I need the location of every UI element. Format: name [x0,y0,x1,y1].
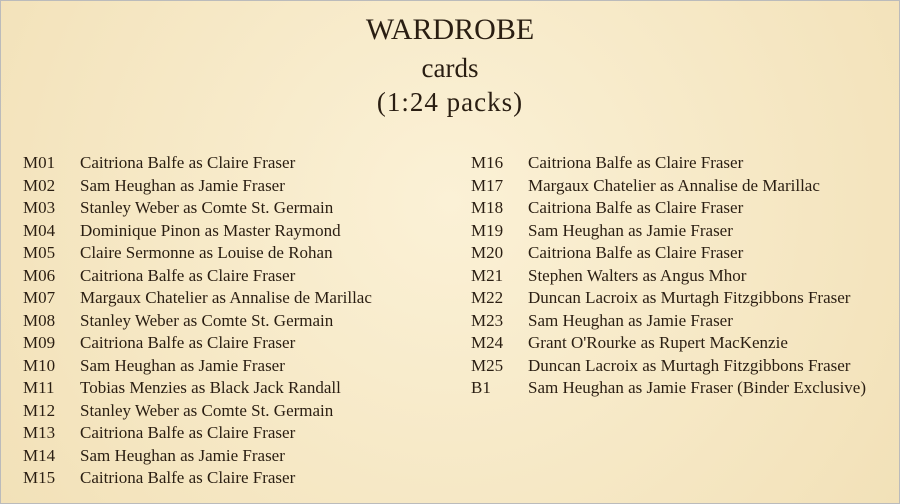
card-name: Margaux Chatelier as Annalise de Marilla… [528,175,820,195]
card-name: Caitriona Balfe as Claire Fraser [80,333,296,352]
card-name: Caitriona Balfe as Claire Fraser [528,153,744,172]
card-row: M12 Stanley Weber as Comte St. Germain [23,401,372,424]
card-name: Caitriona Balfe as Claire Fraser [80,265,296,285]
card-row: M09 Caitriona Balfe as Claire Fraser [23,333,372,356]
card-code: M25 [471,355,504,375]
card-name: Claire Sermonne as Louise de Rohan [80,243,333,262]
card-name: Sam Heughan as Jamie Fraser [80,175,285,195]
card-code: M13 [23,423,56,442]
card-code: M22 [471,288,504,307]
card-code: M24 [471,333,504,352]
card-name: Stanley Weber as Comte St. Germain [80,198,334,217]
card-code: M07 [23,288,56,307]
card-code: B1 [471,378,491,397]
card-name: Duncan Lacroix as Murtagh Fitzgibbons Fr… [528,288,851,307]
card-name: Caitriona Balfe as Claire Fraser [80,468,296,487]
card-row: M18 Caitriona Balfe as Claire Fraser [471,198,866,221]
card-row: M11 Tobias Menzies as Black Jack Randall [23,378,372,401]
title: WARDROBE [365,13,535,46]
card-name: Tobias Menzies as Black Jack Randall [80,378,341,397]
card-name: Stanley Weber as Comte St. Germain [80,310,334,330]
card-row: M14 Sam Heughan as Jamie Fraser [23,446,372,469]
card-row: M13 Caitriona Balfe as Claire Fraser [23,423,372,446]
card-row: M04 Dominique Pinon as Master Raymond [23,221,372,244]
subtitle: cards [421,53,479,83]
card-code: M08 [23,310,56,330]
card-name: Sam Heughan as Jamie Fraser (Binder Excl… [528,378,867,397]
card-code: M11 [23,378,55,397]
card-name: Caitriona Balfe as Claire Fraser [80,153,296,172]
card-row: M05 Claire Sermonne as Louise de Rohan [23,243,372,266]
card-code: M12 [23,400,56,420]
card-name: Stephen Walters as Angus Mhor [528,265,747,285]
card-row: M07 Margaux Chatelier as Annalise de Mari… [23,288,372,311]
card-name: Sam Heughan as Jamie Fraser [528,310,733,330]
card-row: M20 Caitriona Balfe as Claire Fraser [471,243,866,266]
card-code: M02 [23,175,56,195]
card-code: M17 [471,175,504,195]
card-row: M06 Caitriona Balfe as Claire Fraser [23,266,372,289]
card-code: M10 [23,355,56,375]
card-name: Dominique Pinon as Master Raymond [80,220,341,240]
card-row: M08 Stanley Weber as Comte St. Germain [23,311,372,334]
card-row: B1 Sam Heughan as Jamie Fraser (Binder Ex… [471,378,866,401]
card-code: M23 [471,310,504,330]
left-column: M01 Caitriona Balfe as Claire Fraser M02 Sa… [23,153,372,491]
odds: (1:24 packs) [376,87,524,117]
card-code: M15 [23,468,56,487]
card-code: M18 [471,198,504,217]
card-row: M19 Sam Heughan as Jamie Fraser [471,221,866,244]
card-row: M03 Stanley Weber as Comte St. Germain [23,198,372,221]
card-code: M19 [471,220,504,240]
card-row: M23 Sam Heughan as Jamie Fraser [471,311,866,334]
card-row: M25 Duncan Lacroix as Murtagh Fitzgibbons… [471,356,866,379]
card-name: Margaux Chatelier as Annalise de Marilla… [80,288,372,307]
card-code: M05 [23,243,56,262]
card-row: M17 Margaux Chatelier as Annalise de Mari… [471,176,866,199]
card-code: M21 [471,265,504,285]
card-name: Stanley Weber as Comte St. Germain [80,400,334,420]
card-code: M03 [23,198,56,217]
card-name: Sam Heughan as Jamie Fraser [528,220,733,240]
card-name: Sam Heughan as Jamie Fraser [80,355,285,375]
card-name: Caitriona Balfe as Claire Fraser [528,198,744,217]
card-row: M15 Caitriona Balfe as Claire Fraser [23,468,372,491]
card-name: Grant O'Rourke as Rupert MacKenzie [528,333,788,352]
card-name: Sam Heughan as Jamie Fraser [80,445,285,465]
card-row: M21 Stephen Walters as Angus Mhor [471,266,866,289]
card-name: Caitriona Balfe as Claire Fraser [80,423,296,442]
card-code: M14 [23,445,56,465]
card-code: M16 [471,153,504,172]
card-name: Caitriona Balfe as Claire Fraser [528,243,744,262]
card-row: M01 Caitriona Balfe as Claire Fraser [23,153,372,176]
card-code: M06 [23,265,56,285]
card-row: M16 Caitriona Balfe as Claire Fraser [471,153,866,176]
card-code: M20 [471,243,504,262]
card-code: M01 [23,153,56,172]
card-row: M10 Sam Heughan as Jamie Fraser [23,356,372,379]
right-column: M16 Caitriona Balfe as Claire Fraser M17 Ma… [471,153,866,401]
card-name: Duncan Lacroix as Murtagh Fitzgibbons Fr… [528,355,851,375]
card-code: M09 [23,333,56,352]
card-code: M04 [23,220,56,240]
card-row: M22 Duncan Lacroix as Murtagh Fitzgibbons… [471,288,866,311]
card-row: M02 Sam Heughan as Jamie Fraser [23,176,372,199]
card-row: M24 Grant O'Rourke as Rupert MacKenzie [471,333,866,356]
